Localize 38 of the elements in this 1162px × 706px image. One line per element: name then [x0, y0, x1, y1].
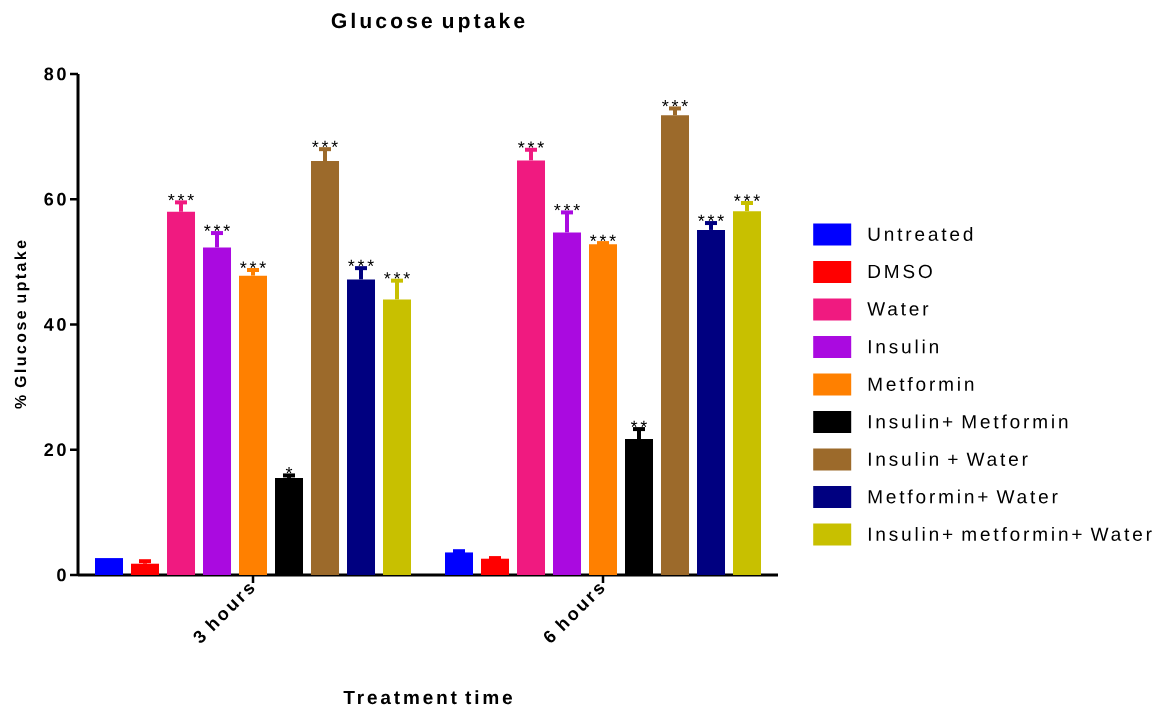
data-label: * — [285, 467, 293, 474]
chart-title: Glucose uptake — [331, 12, 525, 33]
y-tick-label: 40 — [44, 318, 66, 331]
data-label: *** — [240, 261, 266, 268]
y-tick-label: 20 — [44, 443, 66, 457]
data-label: *** — [734, 194, 760, 201]
y-tick-label: 0 — [57, 568, 66, 582]
legend-label: Insulin+ metformin+ Water — [868, 526, 1152, 541]
data-label: ** — [630, 420, 648, 427]
y-tick-label: 60 — [44, 192, 66, 206]
data-label: *** — [348, 259, 374, 267]
legend-label: Metformin — [868, 376, 974, 391]
y-tick-label: 80 — [44, 67, 66, 81]
legend-label: Insulin+ Metformin — [868, 414, 1068, 429]
bar — [481, 558, 510, 575]
legend-label: Water — [867, 302, 929, 316]
bar — [239, 275, 268, 575]
legend-label: Insulin — [868, 339, 938, 354]
bar — [95, 558, 124, 575]
data-label: *** — [518, 141, 544, 148]
data-label: *** — [590, 234, 616, 242]
legend-label: Metformin+ Water — [868, 489, 1058, 504]
data-label: *** — [662, 100, 688, 107]
data-label: *** — [312, 140, 338, 148]
data-label: *** — [168, 193, 194, 201]
data-label: *** — [698, 214, 724, 221]
bar — [445, 552, 474, 575]
bar — [589, 244, 618, 575]
bar — [131, 563, 160, 575]
data-label: *** — [554, 204, 580, 211]
legend-label: Untreated — [868, 226, 973, 241]
legend-label: DMSO — [868, 264, 932, 279]
legend-label: Insulin + Water — [868, 451, 1028, 466]
y-axis-title: % Glucose uptake — [14, 240, 30, 409]
data-label: *** — [384, 272, 410, 279]
bar — [697, 229, 726, 575]
data-label: *** — [204, 224, 230, 231]
x-axis-title: Treatment time — [343, 690, 512, 705]
